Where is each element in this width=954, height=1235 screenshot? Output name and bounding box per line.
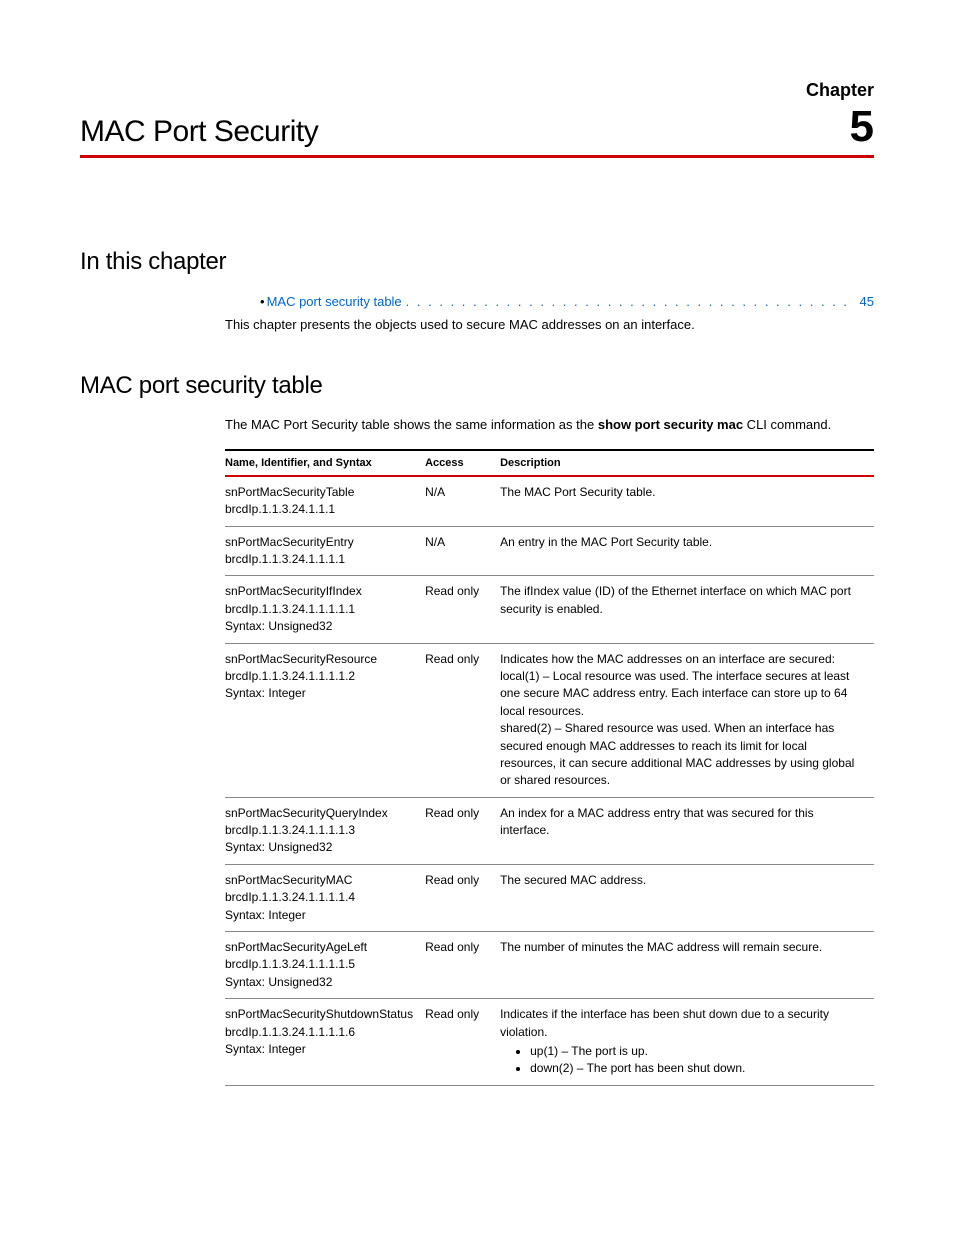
- col-header-name: Name, Identifier, and Syntax: [225, 450, 425, 476]
- chapter-number: 5: [806, 105, 874, 149]
- cell-access: N/A: [425, 526, 500, 576]
- cell-description: Indicates if the interface has been shut…: [500, 999, 874, 1086]
- table-intro-pre: The MAC Port Security table shows the sa…: [225, 417, 598, 432]
- table-row: snPortMacSecurityQueryIndexbrcdIp.1.1.3.…: [225, 797, 874, 864]
- table-row: snPortMacSecurityIfIndexbrcdIp.1.1.3.24.…: [225, 576, 874, 643]
- table-header-row: Name, Identifier, and Syntax Access Desc…: [225, 450, 874, 476]
- cell-name: snPortMacSecurityEntrybrcdIp.1.1.3.24.1.…: [225, 526, 425, 576]
- mac-port-security-table: Name, Identifier, and Syntax Access Desc…: [225, 449, 874, 1086]
- cell-description: An index for a MAC address entry that wa…: [500, 797, 874, 864]
- cell-access: Read only: [425, 643, 500, 797]
- cell-description: The MAC Port Security table.: [500, 476, 874, 526]
- cell-name: snPortMacSecurityTablebrcdIp.1.1.3.24.1.…: [225, 476, 425, 526]
- toc-page-number[interactable]: 45: [854, 294, 874, 309]
- toc-leader-dots: . . . . . . . . . . . . . . . . . . . . …: [402, 294, 854, 309]
- chapter-title: MAC Port Security: [80, 115, 318, 149]
- toc-bullet: •: [260, 294, 265, 309]
- cell-access: Read only: [425, 932, 500, 999]
- col-header-access: Access: [425, 450, 500, 476]
- section-in-this-chapter-heading: In this chapter: [80, 248, 874, 276]
- table-intro-bold: show port security mac: [598, 417, 743, 432]
- chapter-label: Chapter: [806, 80, 874, 101]
- cell-description: Indicates how the MAC addresses on an in…: [500, 643, 874, 797]
- cell-name: snPortMacSecurityMACbrcdIp.1.1.3.24.1.1.…: [225, 864, 425, 931]
- table-row: snPortMacSecurityEntrybrcdIp.1.1.3.24.1.…: [225, 526, 874, 576]
- cell-description: An entry in the MAC Port Security table.: [500, 526, 874, 576]
- table-row: snPortMacSecurityResourcebrcdIp.1.1.3.24…: [225, 643, 874, 797]
- cell-access: Read only: [425, 576, 500, 643]
- table-row: snPortMacSecurityTablebrcdIp.1.1.3.24.1.…: [225, 476, 874, 526]
- table-intro-post: CLI command.: [743, 417, 831, 432]
- chapter-intro-text: This chapter presents the objects used t…: [225, 317, 874, 332]
- toc-entry: • MAC port security table . . . . . . . …: [260, 294, 874, 309]
- cell-access: Read only: [425, 797, 500, 864]
- toc-link[interactable]: MAC port security table: [267, 294, 402, 309]
- cell-description: The number of minutes the MAC address wi…: [500, 932, 874, 999]
- cell-name: snPortMacSecurityShutdownStatusbrcdIp.1.…: [225, 999, 425, 1086]
- cell-access: Read only: [425, 864, 500, 931]
- section-mac-port-security-table-heading: MAC port security table: [80, 372, 874, 400]
- table-intro-text: The MAC Port Security table shows the sa…: [225, 416, 874, 435]
- cell-name: snPortMacSecurityAgeLeftbrcdIp.1.1.3.24.…: [225, 932, 425, 999]
- cell-description: The secured MAC address.: [500, 864, 874, 931]
- cell-name: snPortMacSecurityQueryIndexbrcdIp.1.1.3.…: [225, 797, 425, 864]
- description-bullet: up(1) – The port is up.: [530, 1043, 862, 1060]
- col-header-description: Description: [500, 450, 874, 476]
- description-bullet: down(2) – The port has been shut down.: [530, 1060, 862, 1077]
- chapter-number-block: Chapter 5: [806, 80, 874, 149]
- cell-name: snPortMacSecurityResourcebrcdIp.1.1.3.24…: [225, 643, 425, 797]
- cell-name: snPortMacSecurityIfIndexbrcdIp.1.1.3.24.…: [225, 576, 425, 643]
- cell-access: N/A: [425, 476, 500, 526]
- table-row: snPortMacSecurityMACbrcdIp.1.1.3.24.1.1.…: [225, 864, 874, 931]
- table-row: snPortMacSecurityAgeLeftbrcdIp.1.1.3.24.…: [225, 932, 874, 999]
- cell-access: Read only: [425, 999, 500, 1086]
- description-bullet-list: up(1) – The port is up.down(2) – The por…: [530, 1043, 862, 1078]
- table-row: snPortMacSecurityShutdownStatusbrcdIp.1.…: [225, 999, 874, 1086]
- chapter-header: MAC Port Security Chapter 5: [80, 80, 874, 158]
- cell-description: The ifIndex value (ID) of the Ethernet i…: [500, 576, 874, 643]
